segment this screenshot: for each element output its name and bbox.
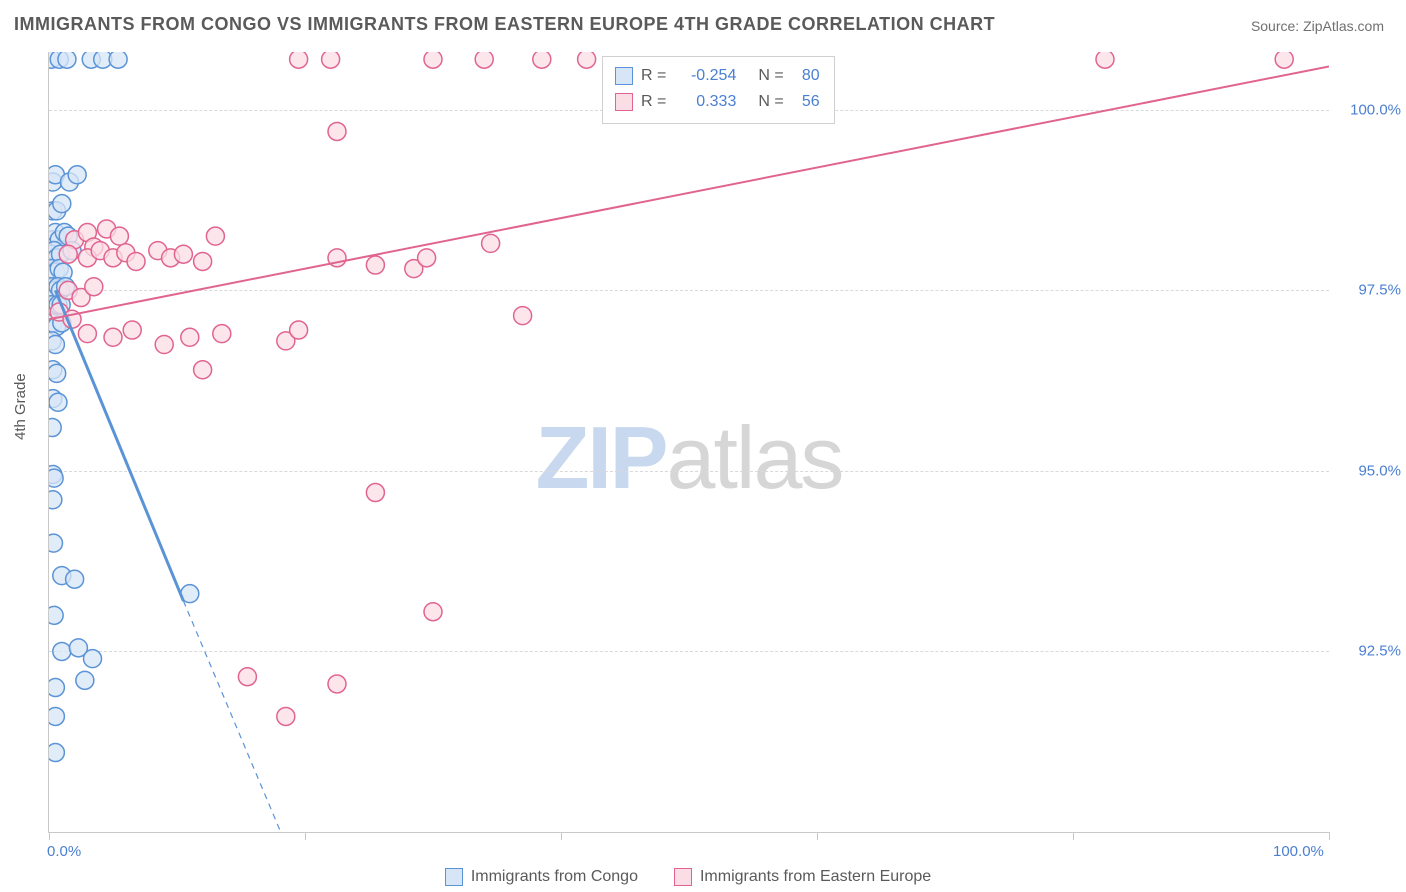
- n-value: 80: [792, 67, 820, 85]
- data-point: [66, 570, 84, 588]
- data-point: [475, 52, 493, 68]
- data-point: [290, 52, 308, 68]
- data-point: [290, 321, 308, 339]
- x-tick: [49, 832, 50, 840]
- x-tick: [817, 832, 818, 840]
- data-point: [84, 650, 102, 668]
- data-point: [85, 278, 103, 296]
- legend-swatch: [674, 868, 692, 886]
- data-point: [49, 393, 67, 411]
- data-point: [206, 227, 224, 245]
- data-point: [49, 534, 62, 552]
- data-point: [155, 336, 173, 354]
- y-axis-label: 4th Grade: [12, 373, 29, 440]
- data-point: [127, 252, 145, 270]
- data-point: [53, 642, 71, 660]
- data-point: [49, 707, 64, 725]
- legend-swatch: [615, 67, 633, 85]
- chart-title: IMMIGRANTS FROM CONGO VS IMMIGRANTS FROM…: [14, 14, 995, 35]
- data-point: [49, 336, 64, 354]
- legend-swatch: [615, 93, 633, 111]
- correlation-legend-row: R = 0.333 N = 56: [615, 89, 820, 115]
- data-point: [59, 245, 77, 263]
- data-point: [110, 227, 128, 245]
- legend-label: Immigrants from Congo: [471, 868, 638, 886]
- x-tick-label: 0.0%: [47, 843, 81, 860]
- data-point: [277, 707, 295, 725]
- data-point: [366, 484, 384, 502]
- r-label: R =: [641, 93, 666, 111]
- data-point: [1096, 52, 1114, 68]
- legend-swatch: [445, 868, 463, 886]
- y-tick-label: 97.5%: [1341, 282, 1401, 299]
- series-legend: Immigrants from Congo Immigrants from Eas…: [48, 868, 1328, 886]
- data-point: [49, 606, 63, 624]
- data-point: [418, 249, 436, 267]
- legend-item: Immigrants from Congo: [445, 868, 638, 886]
- x-tick: [1073, 832, 1074, 840]
- data-point: [49, 491, 62, 509]
- n-label: N =: [758, 93, 783, 111]
- scatter-plot-area: ZIPatlas 92.5%95.0%97.5%100.0%0.0%100.0%…: [48, 52, 1329, 833]
- data-point: [322, 52, 340, 68]
- correlation-legend-row: R = -0.254 N = 80: [615, 63, 820, 89]
- data-point: [482, 234, 500, 252]
- data-point: [514, 307, 532, 325]
- source-value: ZipAtlas.com: [1303, 18, 1384, 34]
- data-point: [366, 256, 384, 274]
- correlation-legend: R = -0.254 N = 80 R = 0.333 N = 56: [602, 56, 835, 124]
- y-tick-label: 95.0%: [1341, 462, 1401, 479]
- data-point: [174, 245, 192, 263]
- data-point: [68, 166, 86, 184]
- data-point: [123, 321, 141, 339]
- y-tick-label: 100.0%: [1341, 101, 1401, 118]
- data-point: [424, 603, 442, 621]
- r-label: R =: [641, 67, 666, 85]
- data-point: [578, 52, 596, 68]
- data-point: [194, 252, 212, 270]
- x-tick: [1329, 832, 1330, 840]
- data-point: [58, 52, 76, 68]
- legend-label: Immigrants from Eastern Europe: [700, 868, 931, 886]
- y-tick-label: 92.5%: [1341, 643, 1401, 660]
- data-point: [49, 419, 61, 437]
- data-point: [424, 52, 442, 68]
- data-point: [49, 364, 66, 382]
- data-point: [49, 469, 63, 487]
- x-tick: [305, 832, 306, 840]
- data-point: [213, 325, 231, 343]
- data-point: [78, 325, 96, 343]
- data-point: [328, 122, 346, 140]
- r-value: 0.333: [674, 93, 736, 111]
- data-point: [49, 679, 64, 697]
- data-point: [109, 52, 127, 68]
- data-point: [533, 52, 551, 68]
- data-point: [1275, 52, 1293, 68]
- data-point: [49, 744, 64, 762]
- scatter-svg: [49, 52, 1329, 832]
- x-tick-label: 100.0%: [1273, 843, 1324, 860]
- data-point: [328, 675, 346, 693]
- legend-item: Immigrants from Eastern Europe: [674, 868, 931, 886]
- data-point: [238, 668, 256, 686]
- data-point: [53, 195, 71, 213]
- n-value: 56: [792, 93, 820, 111]
- r-value: -0.254: [674, 67, 736, 85]
- data-point: [181, 328, 199, 346]
- data-point: [76, 671, 94, 689]
- source-label: Source:: [1251, 18, 1303, 34]
- source-attribution: Source: ZipAtlas.com: [1251, 18, 1384, 34]
- n-label: N =: [758, 67, 783, 85]
- x-tick: [561, 832, 562, 840]
- data-point: [104, 328, 122, 346]
- data-point: [194, 361, 212, 379]
